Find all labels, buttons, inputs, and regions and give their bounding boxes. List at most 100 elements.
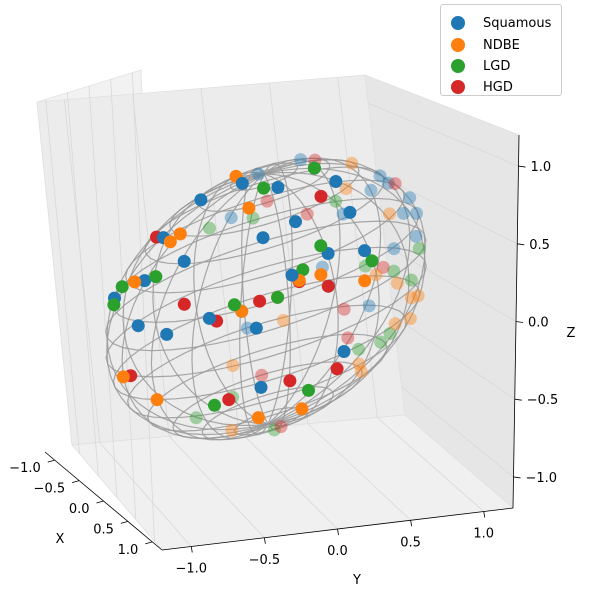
point-ndbe [383, 207, 396, 221]
point-hgd [274, 420, 288, 434]
legend-label-ndbe: NDBE [483, 37, 520, 53]
point-squamous [329, 175, 343, 188]
z-tick-mark [517, 243, 525, 246]
point-ndbe [345, 156, 359, 170]
point-ndbe [173, 227, 187, 241]
wireframe-meridian [263, 157, 382, 425]
point-lgd [257, 181, 271, 195]
wireframe-parallel [124, 179, 406, 294]
gridline-floor-0 [99, 442, 192, 547]
legend-label-squamous: Squamous [483, 15, 552, 31]
point-hgd [321, 279, 335, 293]
point-ndbe [352, 357, 366, 371]
point-hgd [300, 207, 314, 221]
z-tick-mark [513, 476, 521, 479]
point-ndbe [358, 274, 372, 288]
y-tick-mark [263, 537, 266, 544]
z-tick-mark [514, 398, 522, 401]
gridline-left-2 [88, 85, 118, 498]
wireframe-parallel [126, 304, 408, 419]
point-squamous [289, 215, 302, 229]
gridline-right-0 [401, 386, 514, 478]
gridline-floor-4 [376, 417, 485, 512]
point-squamous [397, 206, 410, 220]
point-hgd [330, 362, 344, 376]
point-lgd [208, 398, 221, 412]
point-squamous [409, 229, 423, 243]
point-ndbe [242, 201, 256, 215]
wireframe-parallel [169, 158, 360, 237]
point-hgd [337, 302, 351, 316]
point-hgd [177, 297, 191, 311]
point-ndbe [251, 411, 265, 425]
point-squamous [337, 345, 351, 358]
point-squamous [256, 231, 270, 245]
gridline-back-1 [132, 94, 170, 437]
point-squamous [202, 311, 216, 325]
point-lgd [307, 161, 321, 175]
wireframe-parallel [229, 162, 299, 191]
y-tick-mark [410, 520, 413, 527]
point-ndbe [276, 313, 290, 327]
legend-marker-ndbe [451, 38, 465, 52]
z-tick-label: −1.0 [526, 471, 558, 486]
gridline-left-0 [45, 99, 80, 454]
point-ndbe [339, 182, 353, 196]
x-tick-mark [96, 500, 104, 504]
x-tick-mark [145, 541, 153, 545]
point-hgd [376, 260, 390, 274]
point-hgd [255, 368, 269, 382]
point-lgd [203, 221, 216, 235]
point-ndbe [116, 370, 130, 384]
point-ndbe [295, 402, 309, 416]
point-squamous [249, 321, 263, 335]
point-squamous [271, 180, 285, 194]
point-lgd [314, 239, 328, 253]
axes-panes [36, 69, 520, 552]
point-ndbe [404, 291, 418, 305]
y-tick-mark [483, 511, 486, 518]
z-tick-mark [515, 321, 524, 323]
x-tick-label: 0.5 [93, 522, 114, 537]
point-squamous [160, 327, 174, 341]
point-squamous [285, 268, 299, 282]
y-tick-label: 1.0 [473, 527, 494, 542]
tick-marks-and-labels: −1.0−1.0−1.0−0.5−0.5−0.50.00.00.00.50.50… [9, 160, 558, 576]
legend-item-lgd: LGD [451, 56, 510, 76]
x-tick-mark [47, 459, 55, 463]
point-ndbe [354, 365, 368, 379]
point-lgd [189, 411, 203, 425]
point-lgd [115, 280, 129, 294]
point-lgd [107, 298, 121, 312]
wireframe-parallel [172, 361, 363, 440]
y-tick-mark [190, 546, 193, 553]
gridline-floor-3 [307, 423, 411, 521]
point-ndbe [388, 317, 402, 331]
point-lgd [149, 270, 163, 284]
point-squamous [358, 244, 372, 258]
point-lgd [365, 254, 379, 268]
point-ndbe [314, 268, 328, 282]
wireframe-parallel [147, 333, 388, 432]
gridline-floor-1 [168, 435, 265, 539]
legend-label-hgd: HGD [483, 79, 513, 95]
x-tick-label: 1.0 [118, 543, 139, 558]
data-points [107, 153, 426, 437]
point-ndbe [411, 289, 425, 303]
point-hgd [341, 331, 355, 345]
point-lgd [227, 298, 241, 312]
point-squamous [387, 242, 401, 256]
point-lgd [329, 194, 343, 208]
y-tick-label: −1.0 [175, 562, 207, 577]
gridline-right-3 [376, 173, 518, 245]
z-tick-label: −0.5 [527, 393, 559, 408]
point-lgd [412, 242, 426, 255]
point-squamous [381, 176, 395, 190]
point-ndbe [369, 268, 383, 282]
gridline-floor-2 [238, 429, 338, 530]
point-squamous [240, 321, 254, 335]
point-squamous [194, 193, 208, 207]
point-squamous [177, 254, 191, 268]
point-lgd [267, 423, 281, 437]
